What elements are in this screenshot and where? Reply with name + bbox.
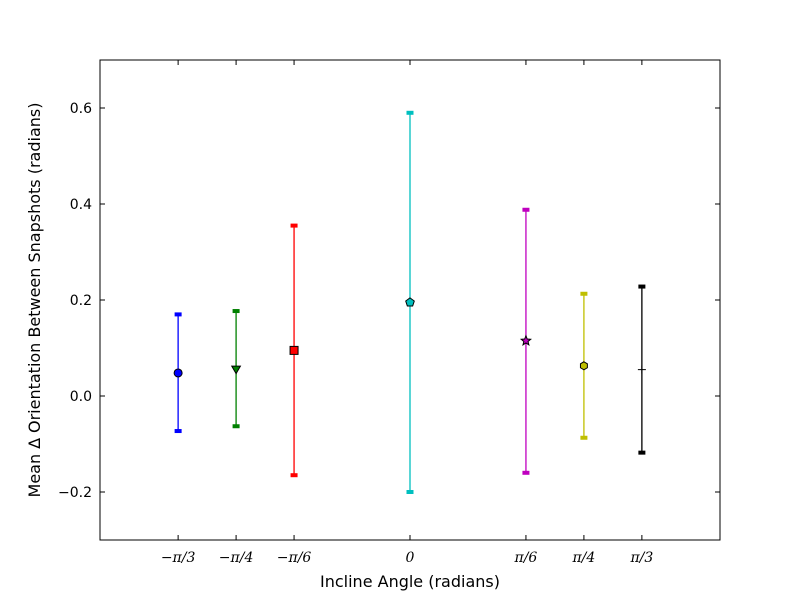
data-point-pentagon [405,297,415,307]
x-axis-label: Incline Angle (radians) [320,572,500,591]
error-cap-top [406,110,414,115]
error-cap-top [638,284,646,289]
data-point-plus [637,365,646,374]
y-axis-label: Mean ∆ Orientation Between Snapshots (ra… [25,103,44,498]
error-cap-bottom [290,473,298,478]
error-cap-top [522,207,530,212]
x-tick-label: π/6 [514,550,538,566]
y-tick-label: 0.4 [70,197,92,213]
y-tick-label: 0.6 [70,101,92,117]
data-point-triangle [230,365,242,375]
x-tick-label: 0 [406,550,415,566]
error-cap-bottom [522,470,530,475]
data-point-star [519,334,532,346]
data-marks [173,110,646,494]
data-point-square [289,345,299,355]
x-tick-label: −π/6 [277,550,312,566]
data-point-circle [173,368,183,378]
y-tick-label: −0.2 [58,485,92,501]
error-cap-top [290,223,298,228]
x-tick-label: −π/4 [219,550,254,566]
data-point-hexagon [579,361,588,371]
error-cap-bottom [406,490,414,494]
error-cap-bottom [638,450,646,455]
axis-ticks: −0.2 0.0 0.2 0.4 0.6 −π/3 −π/4 −π/6 0 π/6 π/4 π/3 [58,60,720,566]
x-tick-label: π/4 [571,550,595,566]
error-cap-bottom [580,435,588,440]
error-cap-bottom [174,429,182,434]
error-cap-top [232,309,240,314]
error-cap-top [580,291,588,296]
error-cap-top [174,312,182,317]
y-tick-label: 0.2 [70,293,92,309]
x-tick-label: −π/3 [161,550,196,566]
error-cap-bottom [232,424,240,429]
x-tick-label: π/3 [629,550,653,566]
y-tick-label: 0.0 [70,389,92,405]
